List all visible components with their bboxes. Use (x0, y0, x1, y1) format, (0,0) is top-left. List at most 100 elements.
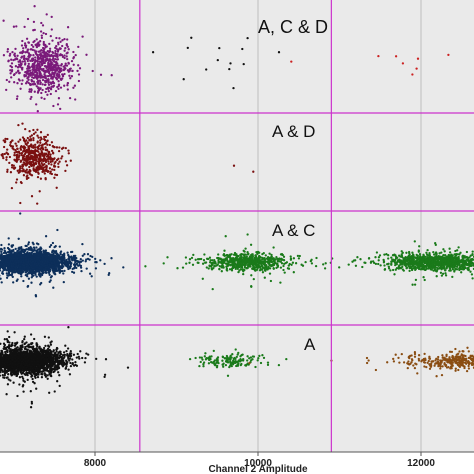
cluster-1-1 (2, 5, 113, 113)
data-point (58, 37, 61, 40)
data-point (21, 79, 24, 82)
data-point (59, 261, 63, 264)
data-point (228, 67, 231, 71)
data-point (243, 266, 247, 269)
data-point (41, 83, 44, 86)
data-point (30, 134, 34, 137)
data-point (35, 68, 38, 71)
data-point (52, 268, 55, 271)
data-point (210, 262, 213, 265)
data-point (39, 40, 42, 43)
data-point (323, 267, 327, 270)
data-point (40, 96, 43, 99)
data-point (304, 260, 307, 264)
data-point (49, 155, 52, 158)
data-point (30, 79, 34, 82)
data-point (48, 42, 51, 46)
data-point (275, 266, 278, 270)
data-point (29, 145, 32, 148)
data-point (44, 135, 48, 139)
data-point (434, 251, 438, 255)
data-point (32, 54, 35, 57)
data-point (375, 251, 379, 254)
data-point (470, 273, 474, 276)
data-point (26, 77, 29, 80)
data-point (263, 261, 266, 264)
data-point (23, 149, 27, 153)
data-point (39, 246, 42, 249)
data-point (213, 264, 216, 268)
data-point (1, 155, 4, 158)
data-point (201, 262, 205, 265)
data-point (13, 251, 16, 254)
data-point (224, 257, 227, 260)
data-point (59, 270, 62, 273)
data-point (425, 251, 428, 254)
data-point (26, 48, 29, 51)
data-point (7, 243, 11, 246)
data-point (8, 54, 11, 57)
data-point (47, 160, 50, 163)
data-point (10, 166, 14, 169)
data-point (31, 68, 34, 71)
data-point (238, 257, 241, 260)
data-point (221, 262, 224, 266)
data-point (40, 91, 43, 95)
data-point (39, 81, 42, 84)
data-point (43, 83, 47, 87)
data-point (43, 142, 46, 146)
data-point (30, 163, 33, 166)
data-point (65, 52, 68, 55)
data-point (56, 55, 59, 59)
data-point (16, 169, 19, 172)
data-point (36, 71, 39, 75)
data-point (64, 47, 67, 50)
data-point (56, 265, 59, 268)
data-point (280, 262, 284, 265)
data-point (30, 174, 34, 177)
data-point (20, 55, 24, 58)
data-point (71, 69, 74, 73)
data-point (240, 253, 243, 256)
data-point (15, 181, 18, 184)
data-point (49, 34, 52, 38)
data-point (81, 242, 84, 246)
data-point (25, 265, 28, 269)
data-point (9, 69, 12, 72)
data-point (11, 259, 14, 262)
data-point (41, 260, 44, 264)
data-point (244, 259, 247, 263)
data-point (40, 281, 43, 285)
data-point (44, 146, 47, 149)
data-point (17, 140, 20, 143)
data-point (5, 78, 8, 82)
data-point (190, 256, 194, 260)
data-point (40, 144, 43, 147)
data-point (59, 77, 62, 80)
data-point (7, 266, 11, 269)
data-point (44, 90, 47, 94)
data-point (50, 172, 54, 176)
data-point (41, 256, 45, 260)
data-point (17, 260, 20, 264)
data-point (54, 251, 58, 255)
data-point (39, 56, 42, 60)
data-point (211, 259, 214, 262)
data-point (53, 266, 57, 269)
data-point (6, 137, 9, 141)
data-point (24, 244, 27, 248)
data-point (103, 262, 106, 266)
data-point (55, 58, 59, 61)
data-point (17, 155, 20, 159)
data-points (0, 5, 474, 409)
data-point (393, 273, 396, 276)
data-point (48, 167, 52, 170)
data-point (418, 245, 421, 248)
data-point (207, 267, 210, 270)
data-point (66, 88, 69, 91)
data-point (42, 40, 45, 44)
data-point (235, 253, 238, 257)
data-point (43, 172, 46, 175)
data-point (58, 160, 61, 163)
data-point (57, 255, 60, 258)
